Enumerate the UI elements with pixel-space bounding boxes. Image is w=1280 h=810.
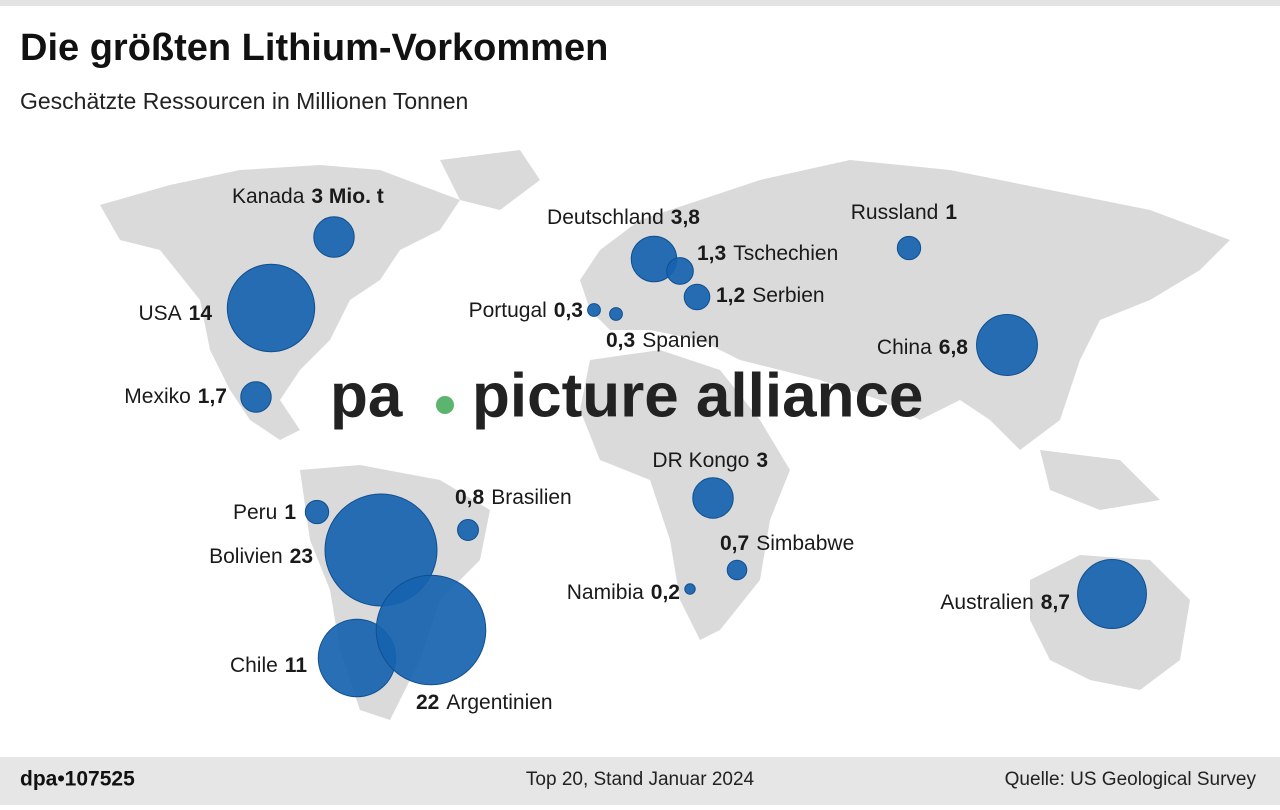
bubble [609,307,623,321]
country-name: Peru [233,501,277,524]
value-label: 0,3 [606,329,635,352]
value-label: 0,2 [651,581,680,604]
value-label: 1 [945,201,957,224]
bubble [896,235,922,261]
bubble [726,559,748,581]
value-label: 1,7 [198,385,227,408]
bubble-label: Mexiko 1,7 [124,385,227,408]
country-name: Bolivien [209,545,283,568]
top-bar [0,0,1280,6]
country-name: Namibia [567,581,644,604]
bubble-label: Portugal 0,3 [469,299,583,322]
bubble [666,257,694,285]
bubble [587,303,601,317]
country-name: China [877,336,932,359]
country-name: Brasilien [491,486,572,509]
bubble [226,263,316,353]
bubble-label: DR Kongo 3 [652,449,768,472]
country-name: DR Kongo [652,449,749,472]
value-label: 0,7 [720,532,749,555]
bubble-label: Russland 1 [851,201,958,224]
bubble-label: Chile 11 [230,654,307,677]
bubble-label: Deutschland 3,8 [547,206,700,229]
footer-note: Top 20, Stand Januar 2024 [526,769,755,790]
bubble-label: 0,3 Spanien [606,329,719,352]
value-label: 1 [284,501,296,524]
country-name: Spanien [642,329,719,352]
value-label: 3 [756,449,768,472]
bubble-label: 0,8 Brasilien [455,486,572,509]
bubble [240,381,272,413]
value-label: 0,8 [455,486,485,509]
country-name: Australien [940,591,1033,614]
country-name: Simbabwe [756,532,854,555]
world-map [100,150,1230,720]
bubble [313,216,355,258]
bubble [457,519,479,541]
value-label: 8,7 [1041,591,1070,614]
value-label: 6,8 [939,336,969,359]
bubble [976,314,1038,376]
bubble-label: Australien 8,7 [940,591,1070,614]
bubble-label: China 6,8 [877,336,968,359]
country-name: Portugal [469,299,547,322]
country-name: Deutschland [547,206,664,229]
value-label: 14 [189,302,213,325]
bubble-label: Peru 1 [233,501,296,524]
subtitle: Geschätzte Ressourcen in Millionen Tonne… [20,88,468,114]
value-label: 11 [285,654,308,677]
footer-bar [0,757,1280,805]
value-label: 3,8 [671,206,701,229]
watermark-dot [436,396,454,414]
title: Die größten Lithium-Vorkommen [20,27,608,69]
bubble-label: 1,3 Tschechien [697,242,838,265]
watermark: picture alliance [472,361,923,430]
bubble [324,493,438,607]
country-name: Tschechien [733,242,838,265]
country-name: Argentinien [446,691,552,714]
value-label: 1,3 [697,242,726,265]
country-name: Serbien [752,284,824,307]
bubble-label: 22 Argentinien [416,691,553,714]
bubble-label: Kanada 3 Mio. t [232,185,384,208]
value-label: 0,3 [554,299,583,322]
country-name: USA [138,302,181,325]
bubble [1077,559,1147,629]
footer-id: dpa•107525 [20,768,135,791]
bubble-label: Namibia 0,2 [567,581,680,604]
bubble-label: 1,2 Serbien [716,284,825,307]
value-label: 23 [290,545,313,568]
bubble [692,477,734,519]
bubble [684,583,696,595]
bubble-label: USA 14 [138,302,212,325]
bubble [375,574,487,686]
country-name: Kanada [232,185,305,208]
bubble-label: Bolivien 23 [209,545,313,568]
country-name: Mexiko [124,385,191,408]
country-name: Chile [230,654,278,677]
footer-source: Quelle: US Geological Survey [1005,769,1257,790]
value-label: 3 Mio. t [311,185,383,208]
bubble [683,283,711,311]
watermark: pa [330,361,403,430]
country-name: Russland [851,201,939,224]
value-label: 22 [416,691,439,714]
bubble-label: 0,7 Simbabwe [720,532,854,555]
bubble [304,499,330,525]
value-label: 1,2 [716,284,745,307]
